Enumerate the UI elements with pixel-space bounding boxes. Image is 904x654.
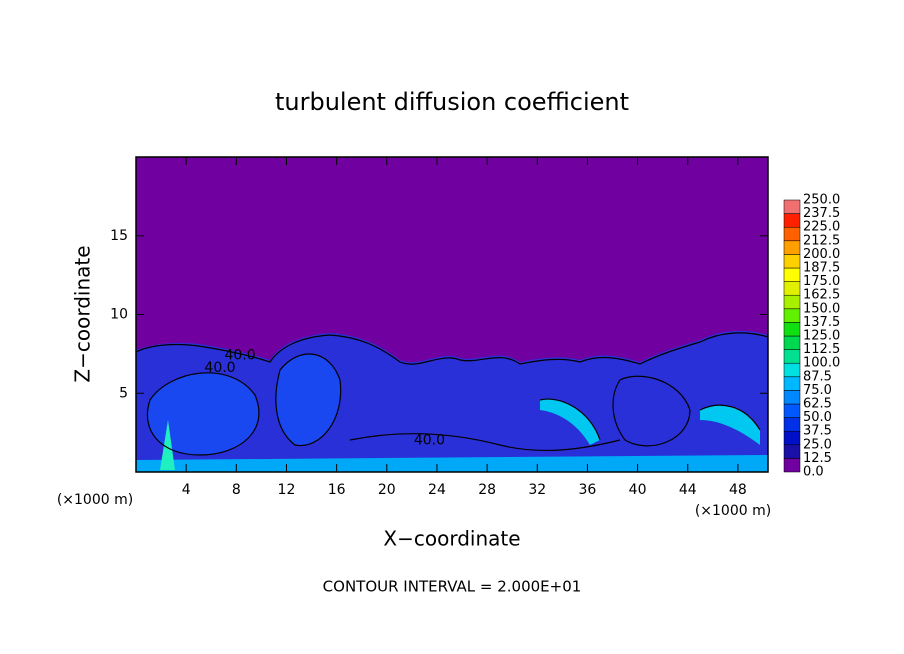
colorbar-box bbox=[783, 322, 801, 337]
colorbar-box bbox=[783, 281, 801, 296]
field-region bbox=[160, 420, 175, 470]
colorbar-box bbox=[783, 294, 801, 310]
contour-label: 40.0 bbox=[414, 433, 445, 449]
colorbar-label: 12.5 bbox=[803, 451, 832, 466]
x-tick-label: 32 bbox=[528, 482, 546, 498]
field-region bbox=[136, 455, 768, 472]
colorbar-label: 225.0 bbox=[803, 220, 840, 235]
colorbar-box bbox=[783, 226, 801, 242]
colorbar-box bbox=[783, 362, 801, 378]
colorbar-label: 62.5 bbox=[803, 397, 832, 412]
field-region bbox=[147, 372, 259, 455]
x-tick-label: 36 bbox=[579, 482, 597, 498]
colorbar-label: 75.0 bbox=[803, 383, 832, 398]
colorbar-label: 0.0 bbox=[803, 465, 824, 480]
colorbar-box bbox=[783, 254, 801, 269]
x-tick-label: 48 bbox=[729, 482, 747, 498]
colorbar-box bbox=[783, 430, 801, 446]
colorbar-label: 250.0 bbox=[803, 193, 840, 208]
colorbar-label: 100.0 bbox=[803, 356, 840, 371]
footer-note: CONTOUR INTERVAL = 2.000E+01 bbox=[323, 578, 582, 596]
y-tick-label: 10 bbox=[110, 307, 128, 323]
colorbar-box bbox=[783, 417, 801, 432]
plot-area bbox=[135, 156, 769, 473]
y-tick-label: 15 bbox=[110, 228, 128, 244]
x-tick-label: 12 bbox=[278, 482, 296, 498]
x-tick-label: 8 bbox=[232, 482, 241, 498]
colorbar-label: 112.5 bbox=[803, 342, 840, 357]
colorbar-label: 150.0 bbox=[803, 301, 840, 316]
x-unit-label: (×1000 m) bbox=[57, 492, 133, 508]
colorbar-label: 50.0 bbox=[803, 410, 832, 425]
colorbar-box bbox=[783, 403, 801, 418]
colorbar-label: 237.5 bbox=[803, 206, 840, 221]
contour-label: 40.0 bbox=[224, 347, 255, 363]
x-tick-label: 24 bbox=[428, 482, 446, 498]
x-tick-label: 44 bbox=[679, 482, 697, 498]
x-unit-label: (×1000 m) bbox=[695, 503, 771, 519]
colorbar-label: 87.5 bbox=[803, 369, 832, 384]
colorbar-box bbox=[783, 213, 801, 228]
colorbar-label: 125.0 bbox=[803, 329, 840, 344]
x-tick-label: 40 bbox=[629, 482, 647, 498]
colorbar-label: 200.0 bbox=[803, 247, 840, 262]
x-axis-label: X−coordinate bbox=[383, 527, 520, 551]
field-region bbox=[275, 353, 341, 446]
x-tick-label: 20 bbox=[378, 482, 396, 498]
colorbar-box bbox=[783, 444, 801, 459]
x-tick-label: 4 bbox=[182, 482, 191, 498]
x-tick-label: 28 bbox=[478, 482, 496, 498]
chart-title: turbulent diffusion coefficient bbox=[275, 88, 629, 116]
colorbar-box bbox=[783, 390, 801, 405]
colorbar-box bbox=[783, 199, 801, 214]
colorbar-box bbox=[783, 267, 801, 282]
colorbar-box bbox=[783, 349, 801, 364]
y-tick-label: 5 bbox=[119, 385, 128, 401]
colorbar-label: 212.5 bbox=[803, 233, 840, 248]
contour-lines bbox=[135, 332, 769, 456]
colorbar-label: 25.0 bbox=[803, 437, 832, 452]
colorbar-box bbox=[783, 458, 801, 473]
colorbar-label: 187.5 bbox=[803, 261, 840, 276]
colorbar-label: 137.5 bbox=[803, 315, 840, 330]
colorbar-box bbox=[783, 308, 801, 323]
colorbar-label: 37.5 bbox=[803, 424, 832, 439]
colorbar-box bbox=[783, 376, 801, 391]
colorbar-label: 175.0 bbox=[803, 274, 840, 289]
contour-label: 40.0 bbox=[204, 360, 235, 376]
field-region bbox=[540, 399, 600, 445]
colorbar-box bbox=[783, 240, 801, 255]
y-axis-label: Z−coordinate bbox=[71, 245, 95, 382]
colorbar-box bbox=[783, 335, 801, 350]
x-tick-label: 16 bbox=[328, 482, 346, 498]
colorbar-label: 162.5 bbox=[803, 288, 840, 303]
field-region bbox=[700, 405, 760, 445]
